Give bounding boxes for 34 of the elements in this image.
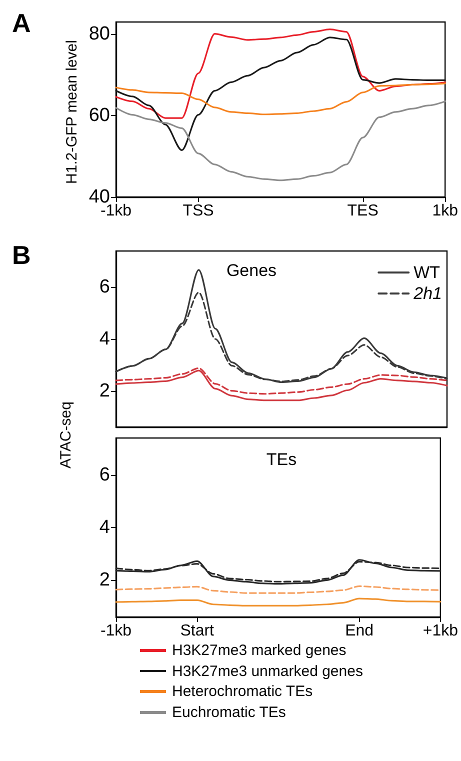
x-tick-label: Start <box>180 622 215 640</box>
line-series <box>115 100 446 182</box>
x-tick-label: TES <box>347 202 378 220</box>
x-tick-label: TSS <box>182 202 214 220</box>
line-series <box>115 370 448 402</box>
line-series <box>115 28 446 119</box>
legend-label: H3K27me3 marked genes <box>172 642 346 659</box>
line-series <box>115 82 446 116</box>
legend-label: Euchromatic TEs <box>172 704 286 721</box>
x-tick-label: 1kb <box>432 202 458 220</box>
legend-label: WT <box>414 263 440 282</box>
legend-label: H3K27me3 unmarked genes <box>172 662 363 680</box>
y-tick-label: 4 <box>99 517 110 538</box>
legend-label: 2h1 <box>412 284 442 303</box>
y-tick-label: 4 <box>99 328 110 350</box>
y-tick-label: 2 <box>99 570 110 591</box>
x-tick-label: +1kb <box>422 622 458 640</box>
line-series <box>115 585 442 594</box>
y-axis-title: ATAC-seq <box>58 402 74 468</box>
chart-title: B <box>12 240 31 271</box>
y-tick-label: 6 <box>99 276 110 298</box>
text: TEs <box>265 450 298 470</box>
legend-label: Heterochromatic TEs <box>172 683 313 700</box>
y-axis-title: H1.2-GFP mean level <box>64 40 80 184</box>
line-series <box>115 36 446 151</box>
chart-title: A <box>12 8 31 39</box>
y-tick-label: 6 <box>99 464 110 486</box>
y-tick-label: 2 <box>99 380 110 402</box>
text: Genes <box>225 261 278 281</box>
x-tick-label: End <box>345 622 374 640</box>
line-series <box>115 598 442 606</box>
y-tick-label: 60 <box>88 105 110 126</box>
y-tick-label: 80 <box>88 24 110 45</box>
x-tick-label: -1kb <box>100 622 132 640</box>
